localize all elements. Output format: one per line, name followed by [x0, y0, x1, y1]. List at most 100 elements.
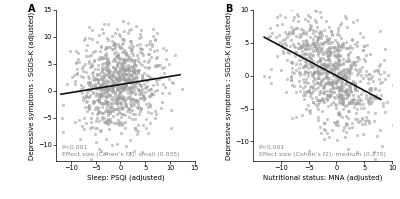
Point — [297, 90, 303, 93]
Point — [300, 32, 306, 35]
Point — [299, 114, 305, 117]
Point — [84, 95, 91, 98]
Point — [123, 72, 130, 76]
Point — [321, 86, 327, 89]
Point — [122, 127, 128, 130]
Point — [348, 90, 354, 93]
Point — [146, 95, 152, 98]
Point — [73, 61, 79, 64]
Point — [330, 86, 337, 89]
Point — [343, 74, 349, 77]
Point — [116, 88, 122, 91]
Point — [89, 100, 96, 103]
Point — [307, 111, 314, 114]
Point — [149, 42, 156, 45]
Point — [328, 29, 334, 32]
Point — [335, 58, 342, 61]
Point — [105, 80, 111, 83]
Point — [381, 71, 387, 74]
Point — [350, 93, 356, 96]
Point — [132, 100, 138, 103]
Point — [98, 90, 104, 93]
Point — [96, 34, 102, 37]
Point — [94, 80, 101, 83]
Point — [280, 39, 286, 42]
Point — [328, 102, 334, 105]
Point — [94, 105, 101, 108]
Point — [318, 16, 325, 19]
Point — [330, 68, 336, 71]
Point — [282, 41, 288, 44]
Point — [121, 74, 128, 77]
Point — [119, 94, 126, 97]
Point — [158, 66, 165, 69]
Point — [354, 88, 360, 91]
Point — [115, 72, 121, 75]
Point — [129, 79, 135, 82]
Point — [98, 95, 104, 99]
Point — [390, 83, 396, 86]
Point — [342, 72, 348, 75]
Point — [106, 76, 112, 79]
Point — [368, 87, 374, 90]
Point — [90, 92, 96, 95]
Point — [338, 92, 345, 95]
Point — [337, 93, 343, 96]
Point — [327, 50, 333, 54]
Point — [117, 112, 123, 115]
Point — [292, 27, 299, 30]
Point — [290, 27, 297, 30]
Point — [119, 51, 125, 54]
Point — [363, 97, 370, 100]
Point — [125, 95, 131, 99]
Point — [334, 93, 340, 96]
Point — [100, 102, 106, 105]
Point — [343, 93, 350, 96]
Point — [113, 100, 120, 103]
Point — [99, 69, 105, 72]
Point — [308, 64, 314, 67]
Point — [94, 77, 100, 80]
Point — [344, 59, 350, 62]
Point — [311, 44, 318, 47]
Point — [304, 90, 310, 93]
Point — [118, 61, 125, 65]
Point — [86, 59, 92, 62]
Point — [328, 83, 334, 86]
Point — [126, 77, 132, 80]
Point — [106, 72, 112, 75]
Point — [85, 105, 92, 108]
Point — [132, 118, 138, 121]
Point — [379, 104, 386, 107]
Point — [109, 89, 116, 93]
Point — [320, 92, 326, 95]
Point — [360, 76, 366, 79]
Point — [79, 64, 86, 67]
Point — [125, 80, 131, 83]
Point — [116, 34, 123, 37]
Point — [332, 102, 338, 105]
Point — [301, 18, 308, 21]
Point — [104, 96, 110, 99]
Point — [334, 64, 340, 68]
Point — [283, 91, 289, 94]
Point — [106, 94, 112, 97]
Point — [281, 2, 287, 6]
Point — [347, 87, 353, 90]
Point — [313, 88, 320, 91]
Point — [132, 59, 138, 62]
Point — [112, 93, 118, 97]
Point — [105, 92, 112, 96]
Point — [353, 56, 360, 59]
Point — [335, 33, 342, 36]
Point — [88, 120, 94, 124]
Point — [310, 89, 316, 93]
Point — [343, 67, 350, 70]
Point — [124, 58, 130, 61]
Point — [128, 69, 135, 72]
Point — [131, 68, 138, 71]
Point — [348, 101, 355, 104]
Point — [136, 106, 142, 109]
Point — [342, 88, 349, 91]
Point — [303, 39, 310, 42]
